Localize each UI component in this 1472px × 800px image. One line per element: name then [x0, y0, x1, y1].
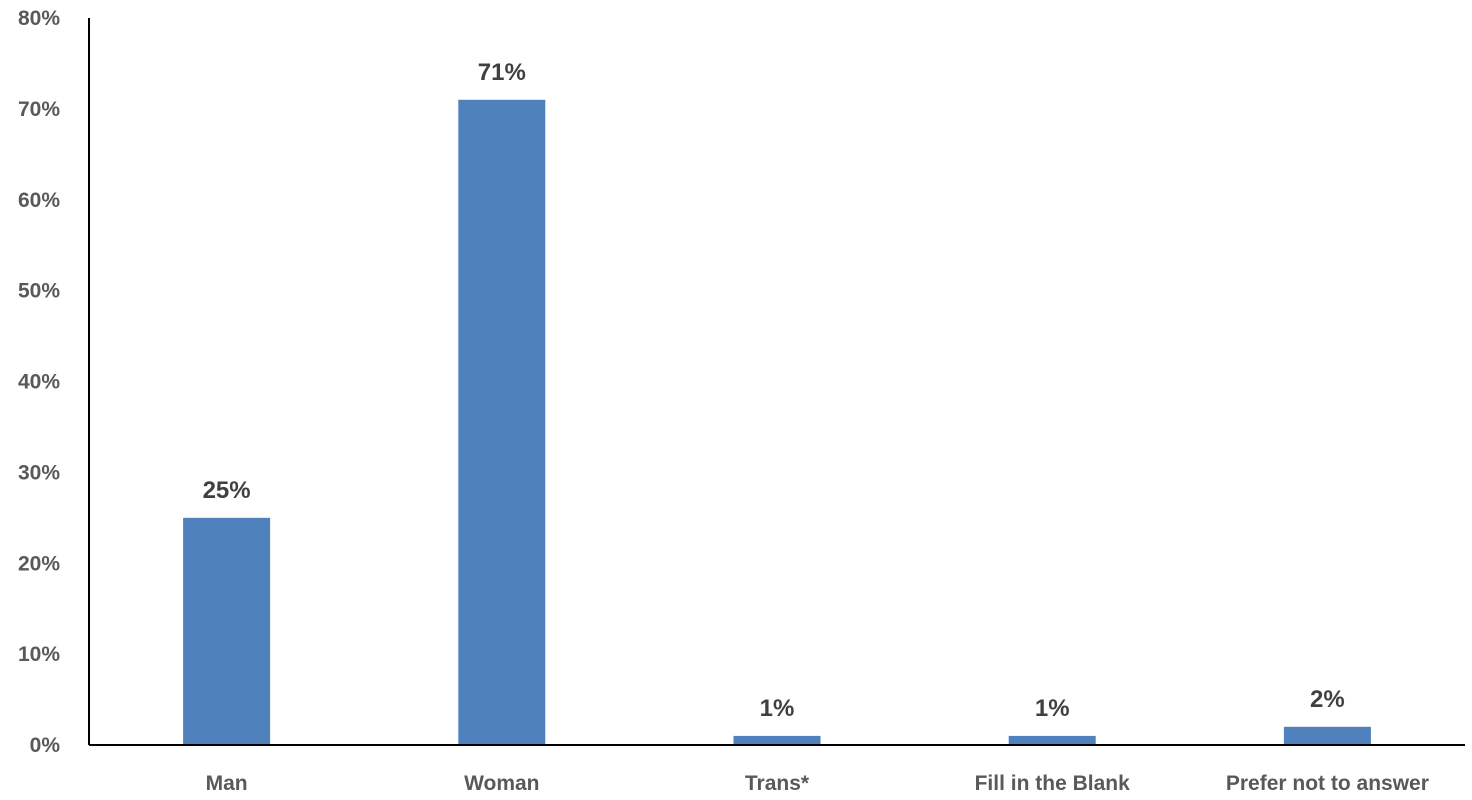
- y-tick-label: 0%: [30, 734, 61, 757]
- y-tick-label: 60%: [18, 189, 60, 212]
- bars: [183, 99, 1371, 746]
- y-tick-label: 70%: [18, 98, 60, 121]
- bar: [1283, 726, 1371, 745]
- bar: [458, 99, 546, 746]
- category-labels: Man Woman Trans* Fill in the Blank Prefer no…: [206, 772, 1429, 795]
- data-label: 1%: [760, 695, 795, 722]
- y-tick-label: 10%: [18, 643, 60, 666]
- bar: [1008, 735, 1096, 745]
- x-tick-label: Fill in the Blank: [975, 772, 1131, 795]
- x-tick-label: Trans*: [745, 772, 810, 795]
- y-tick-label: 20%: [18, 552, 60, 575]
- y-axis-ticks: 0% 10% 20% 30% 40% 50% 60% 70% 80%: [18, 7, 60, 757]
- data-label: 71%: [478, 59, 526, 86]
- bar: [733, 735, 821, 745]
- y-tick-label: 30%: [18, 461, 60, 484]
- data-label: 25%: [203, 477, 251, 504]
- data-label: 1%: [1035, 695, 1070, 722]
- data-labels: 25% 71% 1% 1% 2%: [203, 59, 1345, 722]
- y-tick-label: 80%: [18, 7, 60, 30]
- data-label: 2%: [1310, 686, 1345, 713]
- bar: [183, 517, 271, 745]
- y-tick-label: 50%: [18, 280, 60, 303]
- x-tick-label: Man: [206, 772, 248, 795]
- y-tick-label: 40%: [18, 371, 60, 394]
- x-tick-label: Prefer not to answer: [1226, 772, 1429, 795]
- x-tick-label: Woman: [464, 772, 539, 795]
